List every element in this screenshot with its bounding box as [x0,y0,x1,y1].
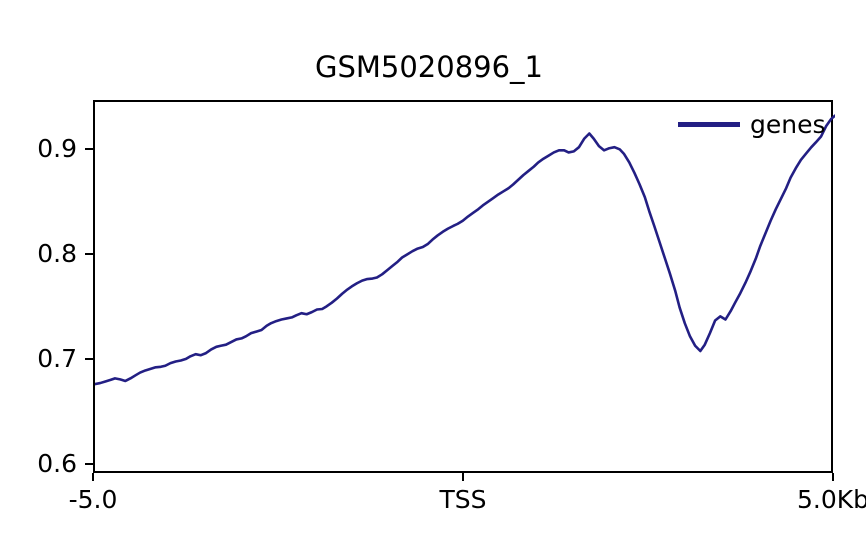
x-tick-mark [92,473,94,481]
y-tick-mark [85,357,93,360]
plot-area [93,100,835,473]
x-tick-label: 5.0Kb [796,485,866,514]
chart-legend: genes [672,110,832,139]
x-tick-mark [832,473,834,481]
x-tick-mark [462,473,464,481]
y-tick-mark [85,463,93,466]
y-tick-label: 0.9 [37,133,77,163]
y-tick-label: 0.6 [37,449,77,479]
plot-svg [95,114,835,386]
y-tick-mark [85,147,93,150]
y-tick-label: 0.8 [37,238,77,268]
y-tick-label: 0.7 [37,343,77,373]
y-tick-mark [85,252,93,255]
legend-label-genes: genes [750,110,826,139]
x-tick-label: TSS [439,485,487,514]
legend-line-swatch-genes [678,122,740,127]
chart-title-text: GSM5020896_1 [314,50,543,84]
x-tick-label: -5.0 [68,485,118,514]
chart-title: GSM5020896_1 [0,50,866,84]
series-line-genes [95,114,835,386]
